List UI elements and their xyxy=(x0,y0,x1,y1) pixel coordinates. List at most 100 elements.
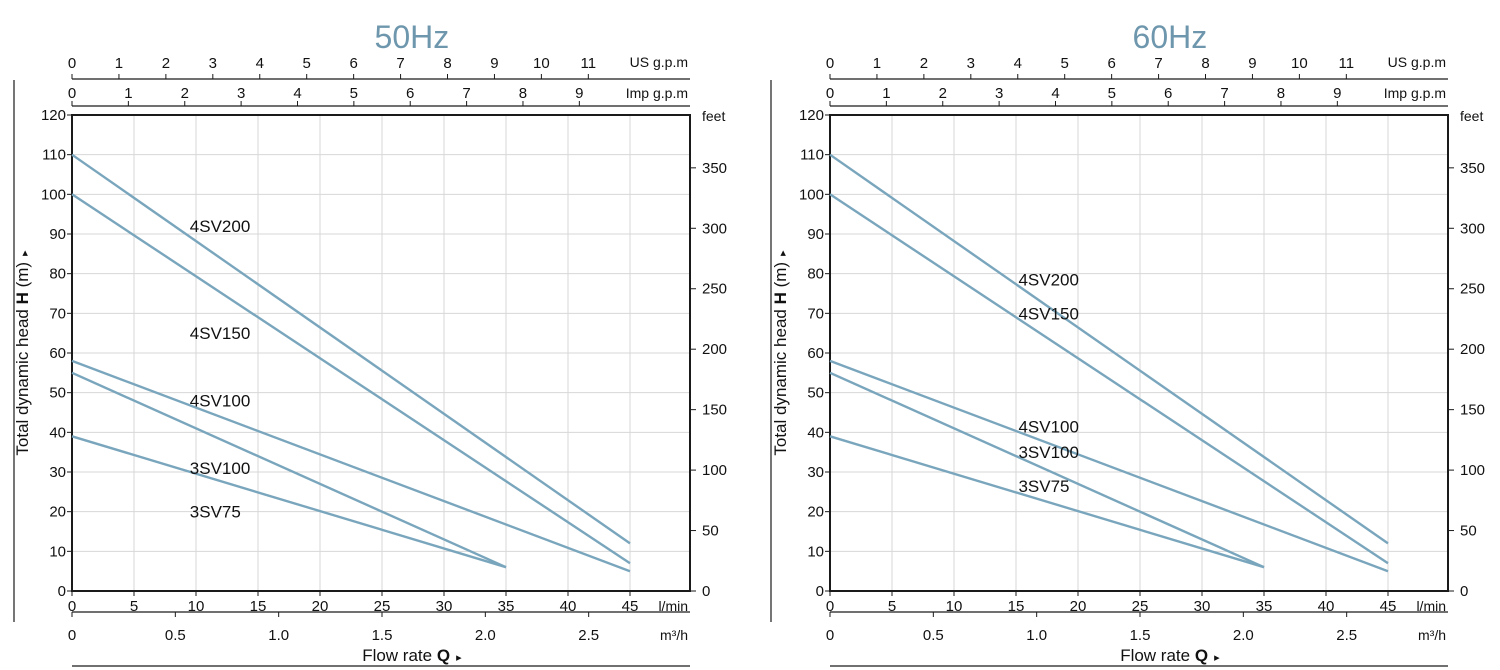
m3h-tick-label: 2.0 xyxy=(1233,627,1254,644)
series-line-4sv200 xyxy=(829,153,1389,545)
us-tick-label: 5 xyxy=(303,55,311,72)
m3h-tick-label: 2.5 xyxy=(578,627,599,644)
imp-tick-label: 3 xyxy=(995,85,1003,102)
m3h-tick-label: 0.5 xyxy=(923,627,944,644)
imp-tick-label: 9 xyxy=(1333,85,1341,102)
imp-tick-label: 8 xyxy=(1277,85,1285,102)
us-tick-label: 11 xyxy=(581,55,597,72)
series-label-4sv100: 4SV100 xyxy=(190,392,251,411)
y-tick-label: 30 xyxy=(49,464,66,481)
arrow-right-icon: ▸ xyxy=(456,652,462,664)
us-tick-label: 0 xyxy=(68,55,76,72)
imp-unit-label: Imp g.p.m xyxy=(626,85,688,101)
imp-tick-label: 4 xyxy=(293,85,301,102)
imp-tick-label: 8 xyxy=(519,85,527,102)
us-tick-label: 10 xyxy=(533,55,550,72)
x-axis-title: Flow rate Q ▸ xyxy=(1120,646,1220,665)
chart-title: 60Hz xyxy=(1133,19,1208,55)
y-tick-label: 40 xyxy=(807,424,824,441)
y-tick-label: 100 xyxy=(799,186,824,203)
y-axis-title: Total dynamic head H (m) ▸ xyxy=(771,250,790,456)
y-tick-label: 120 xyxy=(41,107,66,124)
imp-tick-label: 1 xyxy=(124,85,132,102)
y-tick-label: 90 xyxy=(49,226,66,243)
imp-tick-label: 3 xyxy=(237,85,245,102)
m3h-tick-label: 1.5 xyxy=(372,627,393,644)
x-tick-label: 35 xyxy=(1256,598,1273,615)
feet-tick-label: 200 xyxy=(1460,341,1485,358)
x-tick-label: 30 xyxy=(436,598,453,615)
imp-tick-label: 9 xyxy=(575,85,583,102)
x-axis-title: Flow rate Q ▸ xyxy=(362,646,462,665)
y-axis-title-text: Total dynamic head xyxy=(771,304,790,455)
x-tick-label: 40 xyxy=(1318,598,1335,615)
y-tick-label: 120 xyxy=(799,107,824,124)
series-line-3sv100 xyxy=(71,371,507,569)
series-line-3sv75 xyxy=(829,435,1265,569)
chart-panel-50hz: 50Hz010203040506070809010011012005010015… xyxy=(13,19,727,667)
y-tick-label: 80 xyxy=(49,266,66,283)
us-tick-label: 11 xyxy=(1339,55,1355,72)
series-label-4sv100: 4SV100 xyxy=(1018,417,1079,436)
x-tick-label: 20 xyxy=(1070,598,1087,615)
y-axis-title: Total dynamic head H (m) ▸ xyxy=(13,250,32,456)
series-line-4sv200 xyxy=(71,153,631,545)
feet-tick-label: 350 xyxy=(1460,160,1485,177)
series-label-3sv100: 3SV100 xyxy=(190,459,251,478)
grid xyxy=(72,115,690,591)
y-axis-title-unit: (m) xyxy=(771,262,790,292)
x-axis-title-text: Flow rate xyxy=(1120,646,1195,665)
x-tick-label: 0 xyxy=(826,598,834,615)
x-tick-label: 25 xyxy=(1132,598,1149,615)
y-tick-label: 90 xyxy=(807,226,824,243)
imp-unit-label: Imp g.p.m xyxy=(1384,85,1446,101)
series-curves xyxy=(71,153,631,573)
m3h-unit-label: m³/h xyxy=(660,627,688,643)
y-tick-label: 0 xyxy=(58,583,66,600)
feet-tick-label: 350 xyxy=(702,160,727,177)
arrow-up-icon: ▸ xyxy=(777,250,789,256)
us-unit-label: US g.p.m xyxy=(1388,54,1446,70)
m3h-tick-label: 0 xyxy=(826,627,834,644)
x-axis-title-text: Flow rate xyxy=(362,646,437,665)
y-tick-label: 70 xyxy=(807,305,824,322)
y-axis-title-symbol: H xyxy=(771,292,790,304)
us-tick-label: 4 xyxy=(1014,55,1022,72)
m3h-tick-label: 1.5 xyxy=(1130,627,1151,644)
imp-tick-label: 5 xyxy=(1108,85,1116,102)
x-tick-label: 15 xyxy=(250,598,267,615)
us-tick-label: 0 xyxy=(826,55,834,72)
x-tick-label: 5 xyxy=(130,598,138,615)
us-tick-label: 2 xyxy=(920,55,928,72)
series-line-4sv100 xyxy=(71,359,631,573)
y-tick-label: 50 xyxy=(49,385,66,402)
chart-title: 50Hz xyxy=(375,19,450,55)
feet-tick-label: 50 xyxy=(702,523,719,540)
feet-tick-label: 150 xyxy=(1460,402,1485,419)
imp-tick-label: 6 xyxy=(1164,85,1172,102)
us-tick-label: 7 xyxy=(1154,55,1162,72)
series-label-4sv200: 4SV200 xyxy=(190,217,251,236)
us-tick-label: 2 xyxy=(162,55,170,72)
series-label-4sv150: 4SV150 xyxy=(190,324,251,343)
series-curves xyxy=(829,153,1389,573)
feet-tick-label: 300 xyxy=(702,220,727,237)
x-tick-label: 10 xyxy=(188,598,205,615)
us-tick-label: 7 xyxy=(396,55,404,72)
feet-tick-label: 200 xyxy=(702,341,727,358)
us-tick-label: 4 xyxy=(256,55,264,72)
series-label-3sv75: 3SV75 xyxy=(190,503,241,522)
x-tick-label: 45 xyxy=(622,598,639,615)
series-line-3sv75 xyxy=(71,435,507,569)
us-tick-label: 6 xyxy=(349,55,357,72)
x-tick-label: 20 xyxy=(312,598,329,615)
us-tick-label: 1 xyxy=(873,55,881,72)
us-tick-label: 8 xyxy=(443,55,451,72)
feet-tick-label: 300 xyxy=(1460,220,1485,237)
series-line-4sv150 xyxy=(829,193,1389,565)
x-tick-label: 35 xyxy=(498,598,515,615)
series-line-4sv100 xyxy=(829,359,1389,573)
y-tick-label: 20 xyxy=(807,504,824,521)
imp-tick-label: 0 xyxy=(826,85,834,102)
